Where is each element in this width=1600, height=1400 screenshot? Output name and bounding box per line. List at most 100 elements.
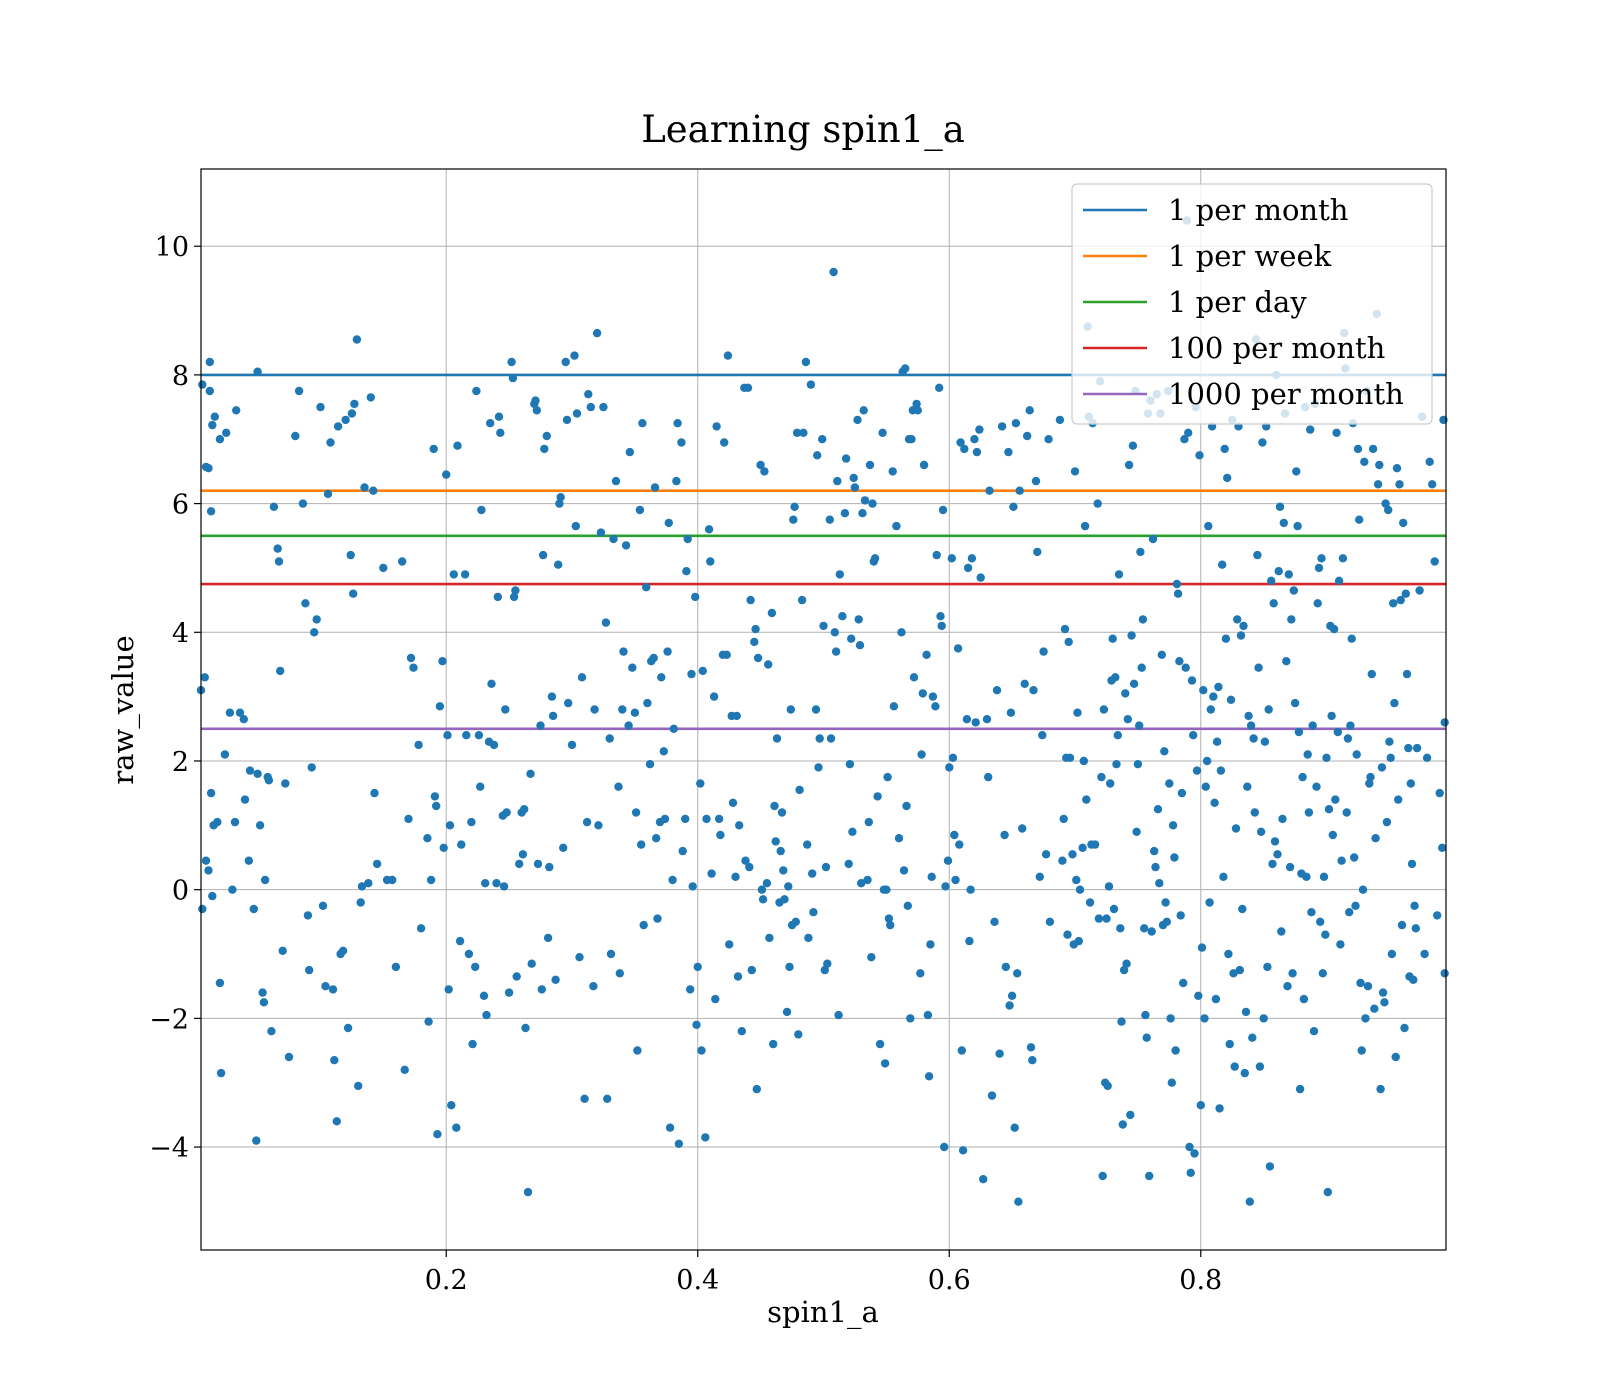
data-point — [819, 621, 828, 631]
data-point — [1065, 753, 1075, 762]
data-point — [545, 862, 554, 872]
data-point — [725, 940, 734, 949]
data-point — [693, 962, 702, 972]
data-point — [561, 357, 570, 367]
data-point — [1029, 686, 1038, 695]
data-point — [341, 415, 350, 425]
data-point — [855, 641, 865, 650]
data-point — [1438, 843, 1447, 852]
data-point — [1123, 715, 1133, 724]
data-point — [838, 612, 847, 621]
data-point — [790, 502, 799, 511]
data-point — [1153, 805, 1163, 814]
data-point — [259, 998, 269, 1007]
data-point — [792, 428, 802, 437]
data-point — [835, 570, 844, 579]
data-point — [1376, 1084, 1385, 1094]
data-point — [1168, 821, 1178, 830]
data-point — [596, 528, 606, 537]
data-point — [1389, 599, 1398, 608]
data-point — [1253, 550, 1262, 560]
data-point — [965, 936, 974, 946]
data-point — [1290, 698, 1300, 708]
data-point — [897, 628, 906, 637]
x-tick-label: 0.6 — [928, 1265, 971, 1296]
data-point — [253, 769, 262, 778]
data-point — [571, 521, 580, 531]
data-point — [1316, 917, 1325, 926]
data-point — [1440, 718, 1449, 727]
y-tick-label: 8 — [172, 361, 189, 392]
data-point — [966, 885, 975, 894]
data-point — [267, 1027, 276, 1036]
data-point — [1342, 808, 1351, 817]
data-point — [643, 698, 652, 708]
data-point — [543, 933, 553, 943]
data-point — [1184, 428, 1193, 437]
data-point — [1273, 850, 1282, 859]
data-point — [767, 608, 777, 618]
data-point — [429, 444, 438, 454]
data-point — [880, 1059, 890, 1068]
data-point — [1011, 419, 1021, 428]
legend-entries: 1 per month 1 per week 1 per day 100 per mo… — [1083, 193, 1404, 411]
data-point — [814, 763, 823, 772]
data-point — [1238, 904, 1247, 914]
data-point — [330, 1056, 339, 1065]
data-point — [1256, 827, 1266, 836]
data-point — [769, 1039, 778, 1049]
data-point — [619, 647, 628, 656]
data-point — [1106, 779, 1115, 788]
data-point — [1382, 817, 1392, 827]
data-point — [1289, 586, 1299, 595]
data-point — [599, 402, 608, 412]
data-point — [1031, 476, 1041, 486]
data-point — [398, 557, 407, 566]
data-point — [1041, 850, 1051, 859]
data-point — [875, 1039, 885, 1049]
data-point — [1005, 1001, 1014, 1010]
data-point — [253, 367, 262, 376]
data-point — [831, 647, 841, 656]
data-point — [423, 834, 432, 843]
data-point — [1384, 505, 1393, 515]
data-point — [208, 891, 217, 901]
data-point — [471, 962, 480, 972]
data-point — [477, 505, 486, 515]
data-point — [820, 965, 829, 975]
data-point — [1390, 698, 1399, 708]
data-point — [1231, 824, 1241, 833]
data-point — [551, 975, 560, 984]
data-point — [264, 776, 274, 785]
data-point — [225, 708, 235, 717]
data-point — [975, 425, 984, 434]
data-point — [873, 792, 882, 801]
data-point — [772, 734, 782, 743]
data-point — [1103, 1081, 1112, 1091]
data-point — [1212, 737, 1222, 746]
data-point — [1298, 772, 1307, 782]
data-point — [1404, 743, 1413, 753]
data-point — [923, 1010, 933, 1020]
data-point — [1068, 850, 1077, 859]
data-point — [468, 1039, 477, 1049]
data-point — [1059, 814, 1068, 824]
data-point — [764, 660, 773, 669]
data-point — [665, 1123, 675, 1132]
data-point — [1277, 927, 1286, 936]
data-point — [1060, 624, 1070, 634]
data-point — [706, 557, 715, 566]
data-point — [442, 470, 451, 479]
data-point — [801, 357, 811, 367]
data-point — [502, 808, 511, 817]
data-point — [1098, 1171, 1107, 1181]
data-point — [955, 840, 964, 849]
data-point — [1236, 631, 1246, 640]
data-point — [1275, 502, 1285, 511]
data-point — [951, 875, 960, 885]
data-point — [928, 692, 938, 701]
data-point — [932, 550, 941, 560]
data-point — [357, 882, 367, 891]
data-point — [438, 657, 447, 666]
data-point — [894, 834, 904, 843]
